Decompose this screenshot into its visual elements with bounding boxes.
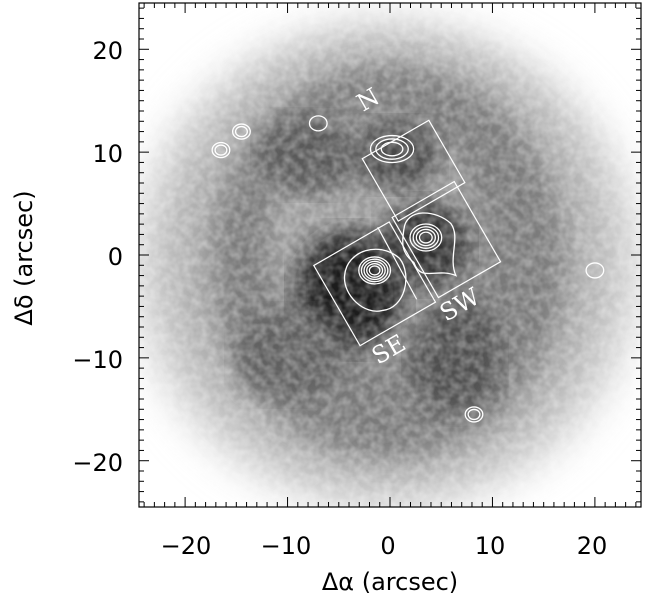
contour-line [418,231,433,244]
y-tick-labels: 20 10 0 −10 −20 [72,37,123,477]
x-tick-labels: −20 −10 0 10 20 [161,532,608,560]
axis-ticks [139,3,641,507]
x-tick-label: 10 [475,532,506,560]
nebula-image [139,3,641,507]
contour-line [358,256,392,285]
contour-line [402,212,458,277]
contour-line [369,134,415,164]
region-box-sw [391,180,502,299]
y-axis-label: Δδ (arcsec) [10,190,38,325]
region-box-se [312,221,437,347]
region-divider [377,226,418,300]
region-boxes [312,119,502,347]
contour-line [409,223,443,252]
contour-line [585,262,605,279]
contour-line [412,226,440,249]
contour-line [467,408,481,421]
contour-overlay [211,115,605,423]
contour-line [380,141,404,157]
y-tick-label: 0 [108,243,123,271]
contour-line [375,138,409,160]
contour-line [211,141,231,159]
contour-line [368,265,381,276]
y-tick-label: 20 [92,37,123,65]
contour-line [464,406,484,423]
x-tick-label: −20 [161,532,212,560]
x-tick-label: 0 [380,532,395,560]
y-tick-label: −10 [72,346,123,374]
y-tick-label: 10 [92,140,123,168]
contour-line [415,228,437,247]
region-box-n [361,119,466,222]
contour-line [214,144,228,156]
contour-line [360,258,389,283]
x-axis-label: Δα (arcsec) [322,568,458,596]
contour-line [363,260,386,281]
x-tick-label: −10 [261,532,312,560]
x-tick-label: 20 [577,532,608,560]
contour-line [231,123,251,140]
contour-line [234,125,248,138]
contour-line [343,248,407,312]
y-tick-label: −20 [72,449,123,477]
contour-line [366,263,384,278]
contour-line [308,115,328,132]
